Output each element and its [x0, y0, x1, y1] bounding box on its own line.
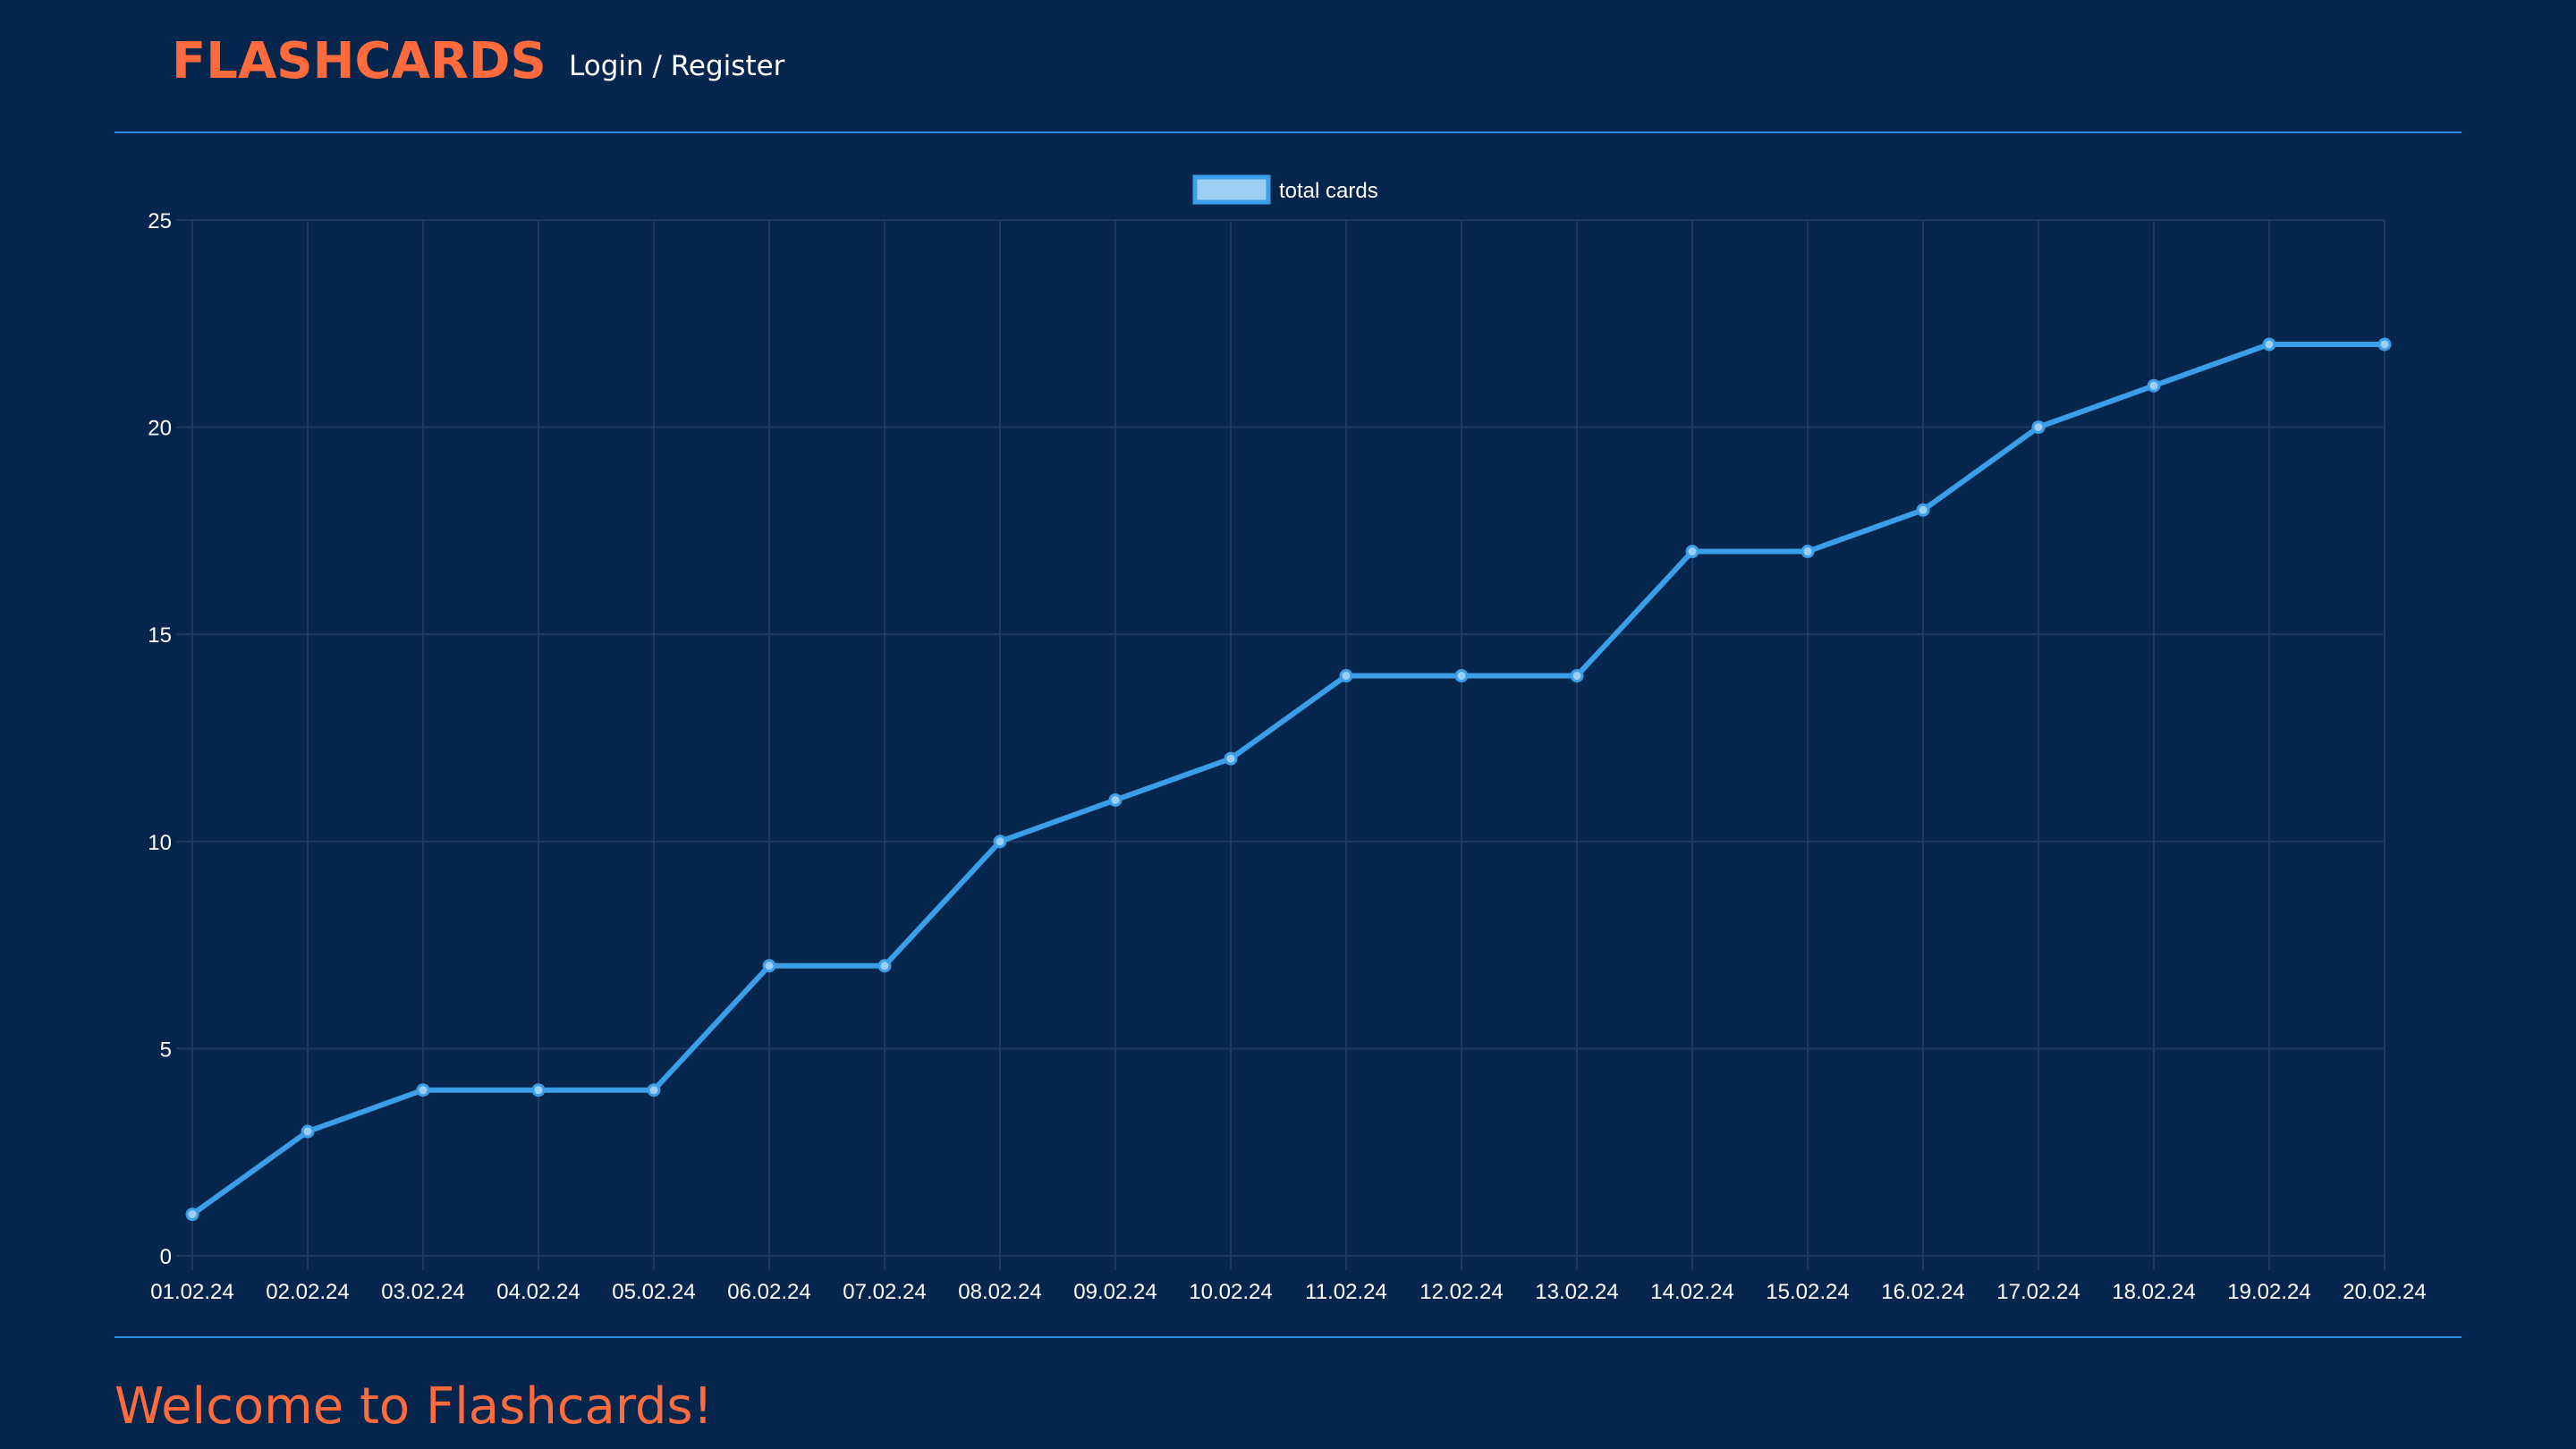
x-tick-label: 01.02.24	[150, 1280, 233, 1304]
data-point	[1570, 669, 1584, 683]
data-point	[762, 959, 776, 973]
brand-logo[interactable]: FLASHCARDS	[172, 32, 547, 90]
legend-label-total-cards: total cards	[1279, 179, 1378, 203]
data-point	[531, 1083, 546, 1097]
chart-legend[interactable]: total cards	[1192, 174, 1378, 205]
data-point	[2377, 337, 2392, 352]
y-tick-label: 15	[148, 623, 172, 648]
x-tick-label: 20.02.24	[2343, 1280, 2426, 1304]
data-point	[647, 1083, 661, 1097]
x-tick-label: 17.02.24	[1996, 1280, 2080, 1304]
x-tick-label: 12.02.24	[1419, 1280, 1503, 1304]
x-tick-label: 16.02.24	[1881, 1280, 1964, 1304]
data-point	[2147, 378, 2161, 393]
data-point	[1339, 669, 1353, 683]
legend-swatch-total-cards	[1192, 174, 1271, 205]
x-tick-label: 04.02.24	[496, 1280, 580, 1304]
x-axis-ticks: 01.02.24 02.02.24 03.02.24 04.02.24 05.02.24…	[150, 1280, 2426, 1304]
x-tick-label: 14.02.24	[1650, 1280, 1733, 1304]
y-tick-label: 5	[160, 1038, 172, 1062]
x-tick-label: 11.02.24	[1305, 1280, 1387, 1304]
x-tick-label: 06.02.24	[727, 1280, 810, 1304]
y-tick-label: 0	[160, 1245, 172, 1269]
x-tick-label: 07.02.24	[843, 1280, 926, 1304]
x-tick-label: 18.02.24	[2112, 1280, 2195, 1304]
x-tick-label: 02.02.24	[266, 1280, 349, 1304]
y-tick-label: 10	[148, 831, 172, 855]
x-tick-label: 19.02.24	[2227, 1280, 2310, 1304]
x-tick-label: 15.02.24	[1766, 1280, 1849, 1304]
data-point	[301, 1124, 315, 1139]
chart-grid	[176, 219, 2385, 1270]
x-tick-label: 10.02.24	[1189, 1280, 1272, 1304]
x-tick-label: 03.02.24	[381, 1280, 464, 1304]
x-tick-label: 05.02.24	[612, 1280, 695, 1304]
data-point	[1916, 503, 1930, 517]
data-point	[1454, 669, 1469, 683]
data-point	[2262, 337, 2276, 352]
y-tick-label: 20	[148, 417, 172, 441]
x-tick-label: 09.02.24	[1073, 1280, 1157, 1304]
data-point	[993, 835, 1007, 849]
data-point	[1685, 545, 1699, 559]
y-axis-ticks: 0 5 10 15 20 25	[148, 209, 172, 1269]
data-point	[1224, 751, 1238, 766]
data-point	[2031, 420, 2046, 435]
header-divider	[114, 131, 2462, 133]
x-tick-label: 13.02.24	[1535, 1280, 1618, 1304]
y-tick-label: 25	[148, 209, 172, 233]
login-register-link[interactable]: Login / Register	[569, 50, 785, 82]
series-total-cards	[185, 337, 2392, 1222]
header: FLASHCARDS Login / Register	[0, 0, 2576, 132]
x-tick-label: 08.02.24	[958, 1280, 1041, 1304]
chart-divider	[114, 1336, 2462, 1338]
welcome-heading: Welcome to Flashcards!	[114, 1377, 714, 1436]
series-line	[190, 341, 2387, 1217]
data-point	[416, 1083, 430, 1097]
data-point	[877, 959, 892, 973]
data-point	[1108, 792, 1123, 807]
data-point	[185, 1208, 199, 1222]
data-point	[1801, 545, 1815, 559]
